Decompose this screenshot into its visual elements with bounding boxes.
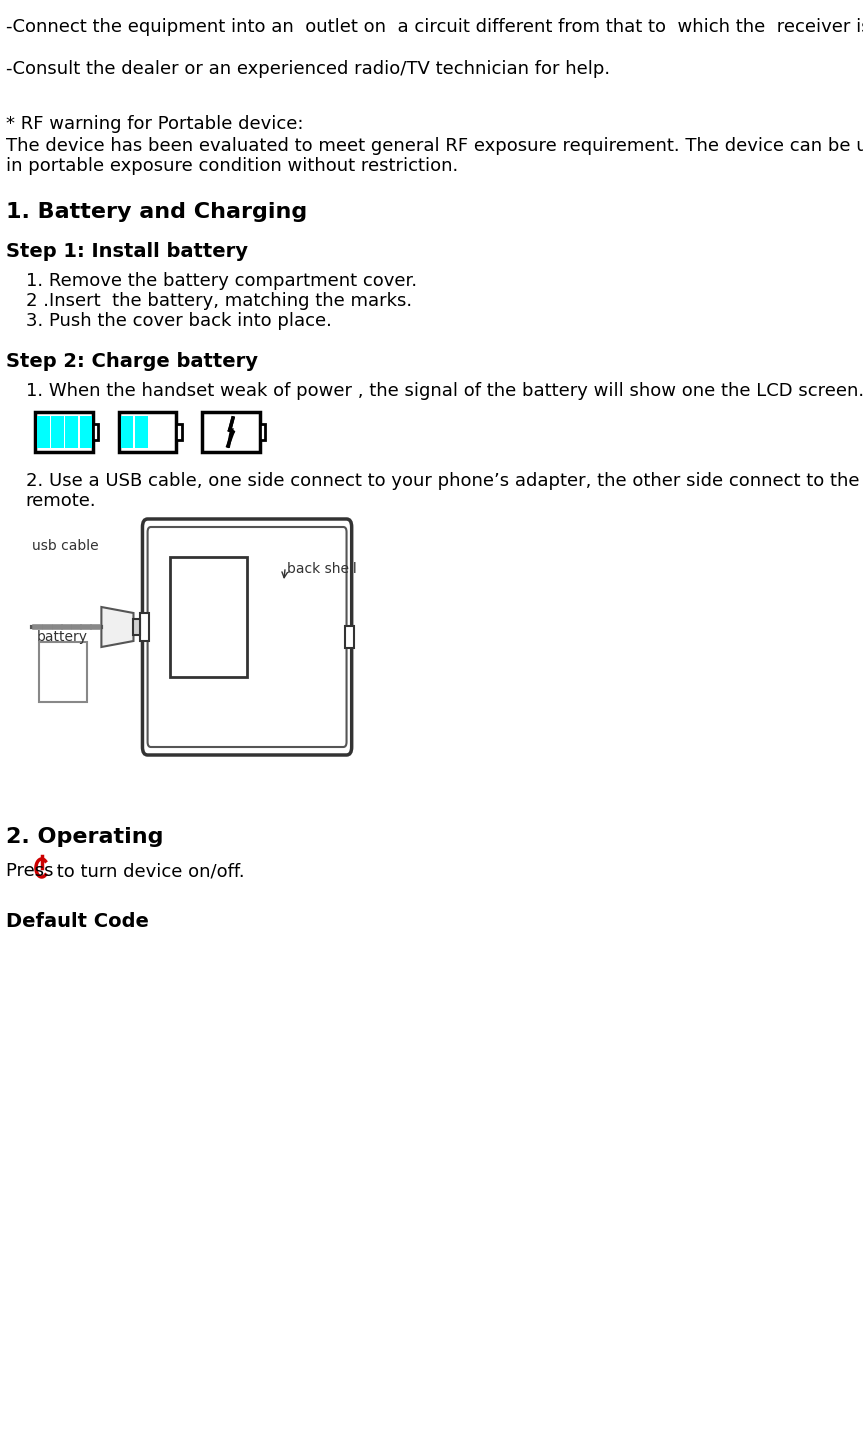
Bar bbox=[37, 416, 50, 448]
Text: usb cable: usb cable bbox=[32, 539, 98, 553]
Text: battery: battery bbox=[36, 630, 87, 644]
Text: 2. Use a USB cable, one side connect to your phone’s adapter, the other side con: 2. Use a USB cable, one side connect to … bbox=[26, 473, 860, 490]
Text: 3. Push the cover back into place.: 3. Push the cover back into place. bbox=[26, 312, 331, 329]
Text: Step 2: Charge battery: Step 2: Charge battery bbox=[6, 353, 258, 371]
Text: * RF warning for Portable device:: * RF warning for Portable device: bbox=[6, 116, 304, 133]
Text: remote.: remote. bbox=[26, 491, 97, 510]
Text: 1. Battery and Charging: 1. Battery and Charging bbox=[6, 202, 308, 223]
Text: Press: Press bbox=[6, 863, 60, 880]
FancyBboxPatch shape bbox=[142, 519, 352, 754]
FancyBboxPatch shape bbox=[148, 527, 347, 747]
Text: The device has been evaluated to meet general RF exposure requirement. The devic: The device has been evaluated to meet ge… bbox=[6, 137, 863, 155]
Bar bbox=[51, 416, 64, 448]
Text: Default Code: Default Code bbox=[6, 912, 149, 931]
Bar bbox=[79, 416, 92, 448]
Bar bbox=[93, 423, 98, 439]
Text: 1. When the handset weak of power , the signal of the battery will show one the : 1. When the handset weak of power , the … bbox=[26, 381, 863, 400]
Text: 2 .Insert  the battery, matching the marks.: 2 .Insert the battery, matching the mark… bbox=[26, 292, 412, 311]
Bar bbox=[140, 613, 149, 642]
Bar bbox=[39, 642, 86, 702]
Bar bbox=[202, 412, 260, 452]
Bar bbox=[35, 412, 93, 452]
Polygon shape bbox=[101, 607, 134, 647]
Text: -Consult the dealer or an experienced radio/TV technician for help.: -Consult the dealer or an experienced ra… bbox=[6, 61, 610, 78]
Text: back shell: back shell bbox=[287, 562, 356, 577]
Bar bbox=[134, 618, 140, 634]
Text: in portable exposure condition without restriction.: in portable exposure condition without r… bbox=[6, 158, 458, 175]
Bar bbox=[66, 416, 79, 448]
Bar bbox=[260, 423, 265, 439]
Text: Step 1: Install battery: Step 1: Install battery bbox=[6, 241, 249, 262]
Bar bbox=[135, 416, 148, 448]
Text: 1. Remove the battery compartment cover.: 1. Remove the battery compartment cover. bbox=[26, 272, 417, 290]
Bar bbox=[176, 423, 181, 439]
Text: 2. Operating: 2. Operating bbox=[6, 827, 164, 847]
Text: -Connect the equipment into an  outlet on  a circuit different from that to  whi: -Connect the equipment into an outlet on… bbox=[6, 17, 863, 36]
Bar bbox=[345, 626, 354, 647]
Bar bbox=[170, 556, 247, 678]
Bar bbox=[119, 412, 176, 452]
Text: to turn device on/off.: to turn device on/off. bbox=[51, 863, 245, 880]
Bar bbox=[121, 416, 134, 448]
